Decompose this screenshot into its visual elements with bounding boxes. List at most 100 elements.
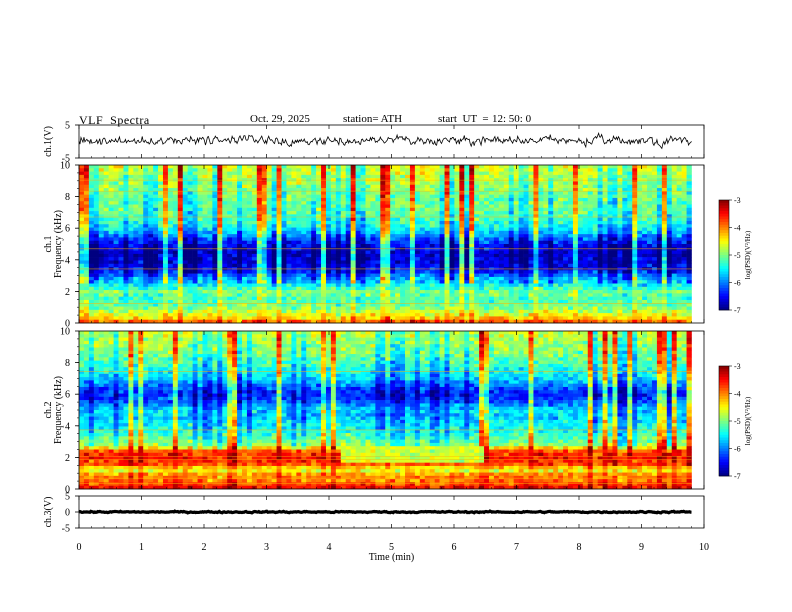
ch1-spec-cell [281,283,287,288]
ch1-spec-cell [395,214,401,218]
ch1-spec-cell [459,220,465,225]
ch1-spec-cell [419,290,426,294]
ch1-spec-cell [617,207,623,212]
ch1-spec-cell [296,204,302,209]
ch1-spec-cell [108,283,114,288]
ch1-spec-cell [414,286,421,291]
ch1-spec-cell [642,273,648,278]
ch1-spec-cell [167,168,174,172]
ch1-spec-cell [671,207,677,212]
ch1-spec-cell [276,201,282,205]
ch1-spec-cell [577,184,584,189]
ch1-spec-cell [108,234,114,238]
ch1-spec-cell [439,253,445,258]
ch1-spec-cell [123,201,129,205]
ch1-spec-cell [207,211,213,215]
ch1-spec-cell [405,165,411,169]
ch1-spec-cell [503,174,510,179]
ch1-spec-cell [360,188,366,192]
ch1-spec-cell [321,171,327,176]
ch1-spec-cell [484,165,490,169]
ch1-spec-cell [148,244,154,248]
ch1-spec-cell [656,276,663,281]
ch1-spec-cell [123,257,129,261]
ch1-spec-cell [385,227,391,232]
ch1-spec-cell [98,244,104,248]
ch1-spec-cell [651,293,658,297]
ch1-spec-cell [533,230,539,235]
ch1-spec-cell [385,240,391,245]
ch1-spec-cell [291,260,297,265]
ch1-spec-cell [103,290,109,294]
ch1-spec-cell [405,220,411,225]
ch1-spec-cell [118,240,124,245]
ch1-spec-cell [686,270,692,274]
ch1-spec-cell [454,270,460,274]
ch1-spec-cell [380,293,386,297]
ch1-spec-cell [103,211,109,215]
ch1-spec-cell [232,224,238,228]
ch1-spec-cell [375,207,381,212]
ch1-spec-cell [182,201,188,205]
ch1-spec-cell [622,273,628,278]
ch1-spec-cell [622,197,628,202]
ch1-spec-cell [607,240,613,245]
ch1-spec-cell [503,283,510,288]
ch1-spec-cell [568,181,574,186]
ch1-spec-cell [612,204,618,209]
ch1-spec-cell [464,250,470,255]
ch1-spec-cell [350,244,356,248]
ch1-spec-cell [612,276,618,281]
ch1-spec-cell [98,207,104,212]
ch1-spec-cell [642,171,648,176]
ch1-spec-cell [656,181,663,186]
ch1-spec-cell [108,184,114,189]
ch1-spec-cell [419,224,426,228]
ch1-spec-cell [222,207,228,212]
ch1-spec-cell [83,240,90,245]
ch1-spec-cell [187,194,193,199]
ch1-spec-cell [681,171,687,176]
ch1-spec-cell [523,181,529,186]
ch1-spec-cell [474,197,480,202]
ch1-spec-cell [464,293,470,297]
ch1-spec-cell [385,280,391,284]
ch1-spec-cell [597,280,603,284]
ch1-spec-cell [217,197,223,202]
ch1-spec-cell [602,191,608,195]
ch1-spec-cell [138,270,144,274]
ch1-spec-cell [405,234,411,238]
ch1-spec-cell [306,204,312,209]
ch1-spec-cell [286,217,292,222]
ch1-spec-cell [138,214,144,218]
ch1-spec-cell [187,296,193,301]
ch1-spec-cell [538,224,544,228]
ch1-spec-cell [207,191,213,195]
ch1-spec-cell [528,244,534,248]
ch1-spec-cell [686,201,692,205]
ch1-spec-cell [103,194,109,199]
ch1-spec-cell [395,234,401,238]
ch1-spec-cell [316,227,322,232]
ch1-spec-cell [464,227,470,232]
ch1-spec-cell [138,191,144,195]
ch1-spec-cell [301,201,307,205]
ch1-spec-cell [380,280,386,284]
ch1-spec-cell [162,188,169,192]
ch1-spec-cell [162,290,169,294]
ch1-spec-cell [148,184,154,189]
ch1-spec-cell [197,174,203,179]
ch1-spec-cell [79,201,85,205]
ch1-spec-cell [118,293,124,297]
ch1-spec-cell [345,230,351,235]
ch1-spec-cell [93,220,100,225]
ch1-spec-cell [642,290,648,294]
ch1-spec-cell [493,165,500,169]
ch1-spec-cell [434,207,440,212]
ch1-spec-cell [306,270,312,274]
ch1-spec-cell [138,296,144,301]
ch1-spec-cell [513,194,519,199]
ch1-spec-cell [167,260,174,265]
ch1-spec-cell [340,270,347,274]
ch1-spec-cell [656,188,663,192]
